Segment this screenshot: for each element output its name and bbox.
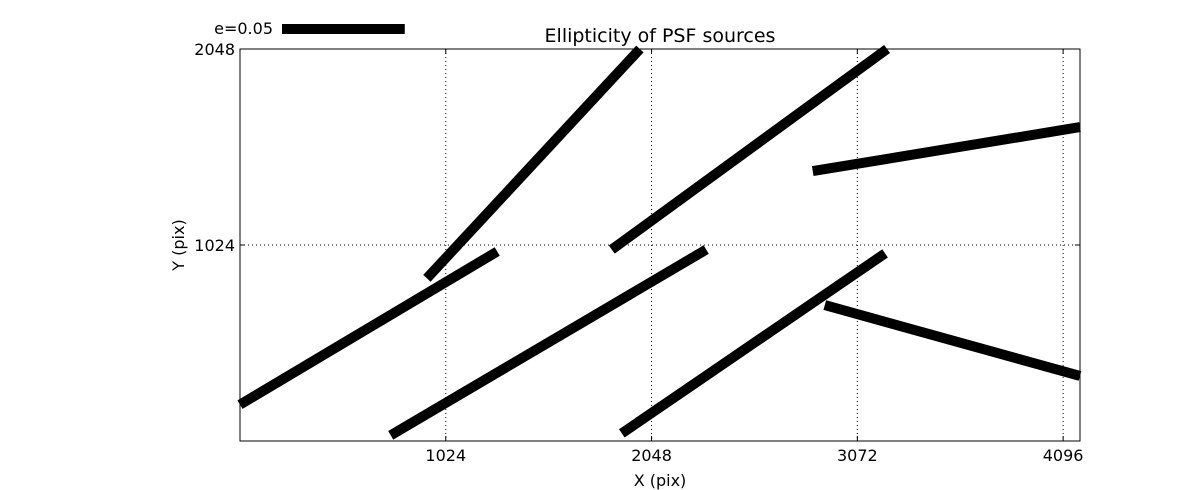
- x-axis-ticks: 1024 2048 3072 4096: [425, 49, 1083, 465]
- y-tick-label-1024: 1024: [194, 236, 235, 255]
- ellipticity-stick-1: [237, 247, 500, 409]
- x-axis-label: X (pix): [634, 471, 687, 490]
- x-tick-label-2048: 2048: [631, 446, 672, 465]
- x-tick-label-3072: 3072: [837, 446, 878, 465]
- x-tick-label-4096: 4096: [1043, 446, 1084, 465]
- y-axis-ticks: 1024 2048: [194, 40, 1080, 255]
- legend: e=0.05: [214, 19, 405, 38]
- ellipticity-stick-7: [823, 300, 1082, 381]
- grid: [240, 49, 1080, 441]
- legend-label: e=0.05: [214, 19, 273, 38]
- ellipticity-stick-5: [618, 249, 888, 438]
- ellipticity-stick-6: [811, 122, 1081, 177]
- y-tick-label-2048: 2048: [194, 40, 235, 59]
- ellipticity-sticks: [237, 44, 1082, 440]
- ellipticity-stick-4: [608, 44, 891, 254]
- x-tick-label-1024: 1024: [425, 446, 466, 465]
- chart-title: Ellipticity of PSF sources: [545, 25, 776, 47]
- ellipticity-stick-3: [388, 245, 709, 440]
- y-axis-label: Y (pix): [169, 219, 188, 271]
- ellipticity-stick-2: [423, 45, 644, 282]
